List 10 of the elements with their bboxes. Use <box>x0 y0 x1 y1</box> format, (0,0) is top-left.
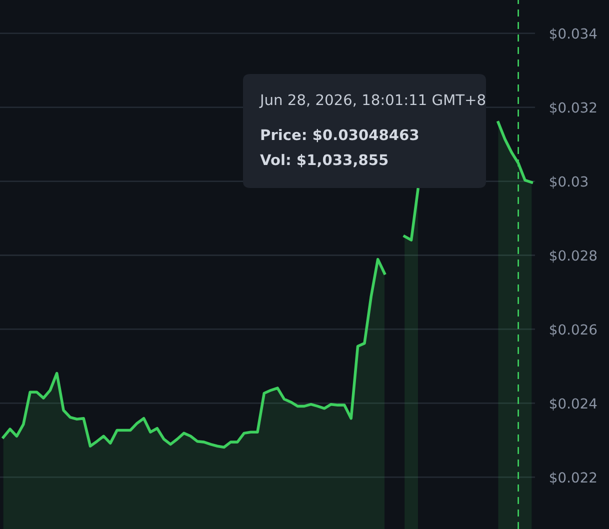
annotation: Price: $0.03048463 <box>261 128 418 142</box>
annotation: Vol: $1,033,855 <box>260 154 388 168</box>
y-tick-label: $0.034 <box>550 28 597 41</box>
y-tick-label: $0.024 <box>550 398 597 411</box>
y-tick-label: $0.03 <box>550 176 588 189</box>
annotation: Jun 28, 2026, 18:01:11 GMT+8 <box>259 94 486 108</box>
y-tick-label: $0.022 <box>550 472 596 485</box>
y-tick-label: $0.026 <box>550 324 597 337</box>
y-tick-label: $0.032 <box>550 102 596 115</box>
y-tick-label: $0.028 <box>550 250 597 263</box>
